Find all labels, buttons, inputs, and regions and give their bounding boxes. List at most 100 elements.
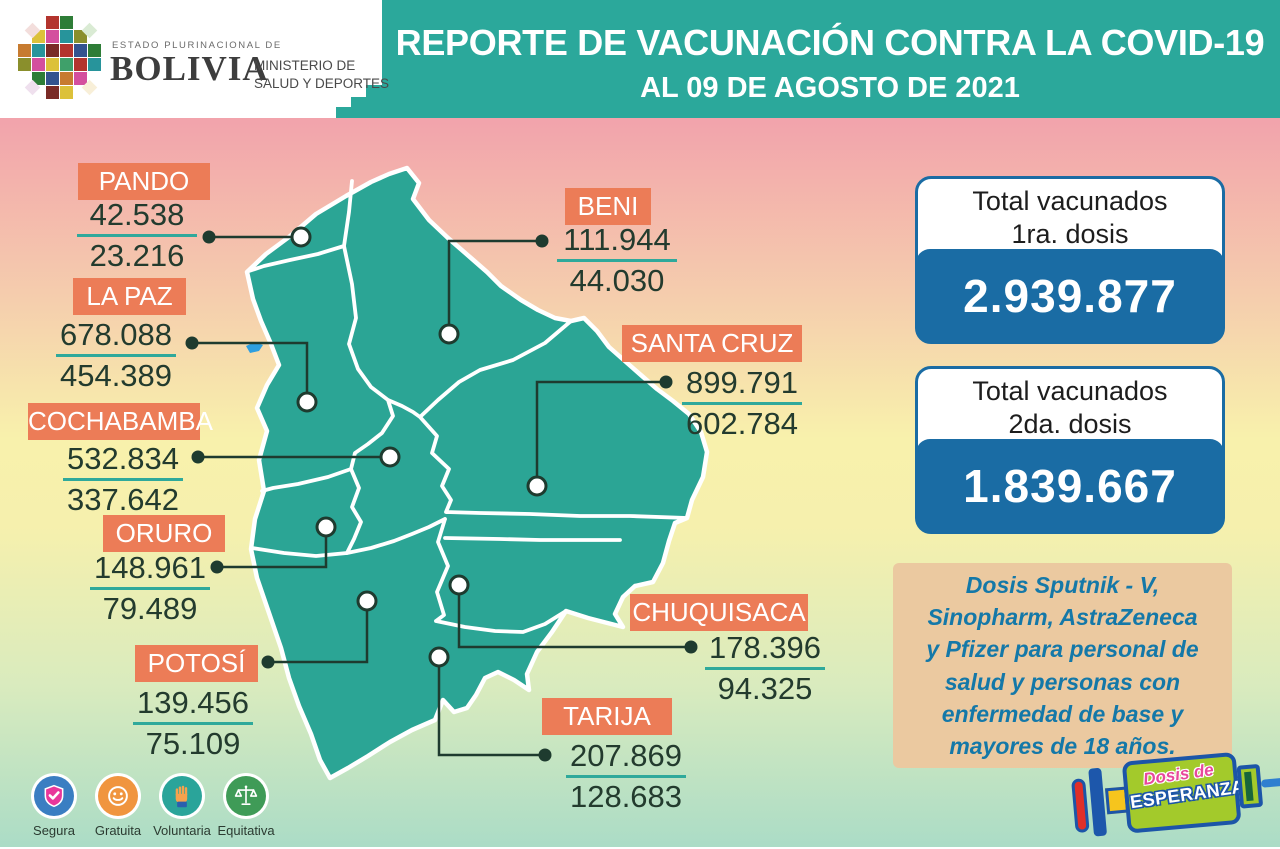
principle-segura: Segura [26,776,82,838]
map-marker-chuquisaca [448,574,470,596]
callout-dot-santa-cruz [659,375,673,389]
map-scene [185,165,710,781]
dose-divider [557,259,677,262]
label-line1: Total vacunados [972,376,1168,407]
syringe-flange-icon [1088,767,1108,837]
label-line2: 1ra. dosis [1011,219,1129,249]
dept-stats-pando: 42.538 23.216 [67,198,207,273]
dose2-value: 44.030 [569,263,665,298]
bolivia-chakana-logo [18,16,101,99]
dept-label-santa-cruz: SANTA CRUZ [622,325,802,362]
dept-label-potosi: POTOSÍ [135,645,258,682]
dose2-value: 23.216 [89,238,185,273]
dosis-esperanza-badge: Dosis de ESPERANZA [1070,745,1280,849]
total-second-dose-value: 1.839.667 [916,439,1224,533]
chakana-cells [18,16,101,99]
dept-stats-beni: 111.944 44.030 [547,223,687,298]
smiley-icon [98,776,138,816]
map-marker-cochabamba [379,446,401,468]
dose-divider [133,722,253,725]
note-line: mayores de 18 años. [949,732,1176,759]
report-date: AL 09 DE AGOSTO DE 2021 [640,72,1020,104]
label-line1: Total vacunados [972,186,1168,217]
dose-divider [77,234,197,237]
dose-divider [56,354,176,357]
raised-hand-icon [162,776,202,816]
scales-icon [226,776,266,816]
callout-dots [185,230,698,762]
ministry-line1: MINISTERIO DE [254,58,356,73]
connector-chuquisaca [457,585,691,649]
shield-check-icon [34,776,74,816]
ministry-line2: SALUD Y DEPORTES [254,75,390,91]
principle-equitativa: Equitativa [217,776,275,838]
callout-dot-beni [535,234,549,248]
dose-divider [566,775,686,778]
callout-dot-potosi [261,655,275,669]
total-first-dose-label: Total vacunados 1ra. dosis [918,179,1222,253]
dose-divider [705,667,825,670]
dose1-value: 532.834 [66,441,180,476]
dept-label-chuquisaca: CHUQUISACA [630,594,808,631]
report-title: REPORTE DE VACUNACIÓN CONTRA LA COVID-19 [395,22,1265,63]
note-line: Dosis Sputnik - V, [965,571,1160,598]
total-first-dose-value: 2.939.877 [916,249,1224,343]
principle-label: Equitativa [217,823,275,838]
ministry-name: MINISTERIO DE SALUD Y DEPORTES [254,57,389,92]
principle-voluntaria: Voluntaria [153,776,211,838]
dept-stats-tarija: 207.869 128.683 [556,739,696,814]
dose2-value: 128.683 [569,779,683,814]
lake-titicaca [246,342,263,353]
vaccination-principles: Segura Gratuita Volunta [26,776,275,838]
dose1-value: 111.944 [563,222,671,257]
country-name: BOLIVIA [110,49,269,88]
connector-la-paz [192,341,309,402]
dose2-value: 454.389 [59,358,173,393]
dose1-value: 148.961 [93,550,207,585]
dose2-value: 79.489 [102,591,198,626]
header-bar: ESTADO PLURINACIONAL DE BOLIVIA MINISTER… [0,0,1280,118]
callout-dot-cochabamba [191,450,205,464]
connector-beni [447,239,542,334]
principle-gratuita: Gratuita [90,776,146,838]
department-borders [247,179,689,634]
dose-divider [63,478,183,481]
dept-label-oruro: ORURO [103,515,225,552]
map-marker-pando [290,226,312,248]
dose1-value: 139.456 [136,685,250,720]
dose-divider [90,587,210,590]
dept-label-cochabamba: COCHABAMBA [28,403,213,440]
callout-dot-tarija [538,748,552,762]
note-line: Sinopharm, AstraZeneca [927,604,1198,631]
map-markers [290,226,548,668]
dose2-value: 94.325 [717,671,813,706]
dept-label-tarija: TARIJA [542,698,672,735]
principle-label: Segura [33,823,75,838]
map-marker-beni [438,323,460,345]
principle-label: Gratuita [94,823,142,838]
dose1-value: 178.396 [708,630,822,665]
bolivia-map-outline [244,165,710,781]
callout-dot-la-paz [185,336,199,350]
dose1-value: 207.869 [569,738,683,773]
dose1-value: 678.088 [59,317,173,352]
callout-dot-pando [202,230,216,244]
dose-divider [682,402,802,405]
estado-plurinacional-label: ESTADO PLURINACIONAL DE [112,40,282,51]
label-line2: 2da. dosis [1008,409,1132,439]
callout-dot-oruro [210,560,224,574]
total-second-dose-label: Total vacunados 2da. dosis [918,369,1222,443]
dose2-value: 75.109 [145,726,241,761]
dept-stats-chuquisaca: 178.396 94.325 [695,631,835,706]
map-marker-la-paz [296,391,318,413]
note-line: enfermedad de base y [941,700,1184,727]
callout-connectors [192,235,691,757]
map-marker-tarija [428,646,450,668]
callout-dot-chuquisaca [684,640,698,654]
vaccine-note: Dosis Sputnik - V, Sinopharm, AstraZenec… [893,563,1232,768]
dept-label-la-paz: LA PAZ [73,278,186,315]
dose2-value: 602.784 [685,406,799,441]
dept-stats-santa-cruz: 899.791 602.784 [672,366,812,441]
connector-oruro [217,527,328,569]
syringe-body-icon: Dosis de ESPERANZA [1121,751,1246,834]
